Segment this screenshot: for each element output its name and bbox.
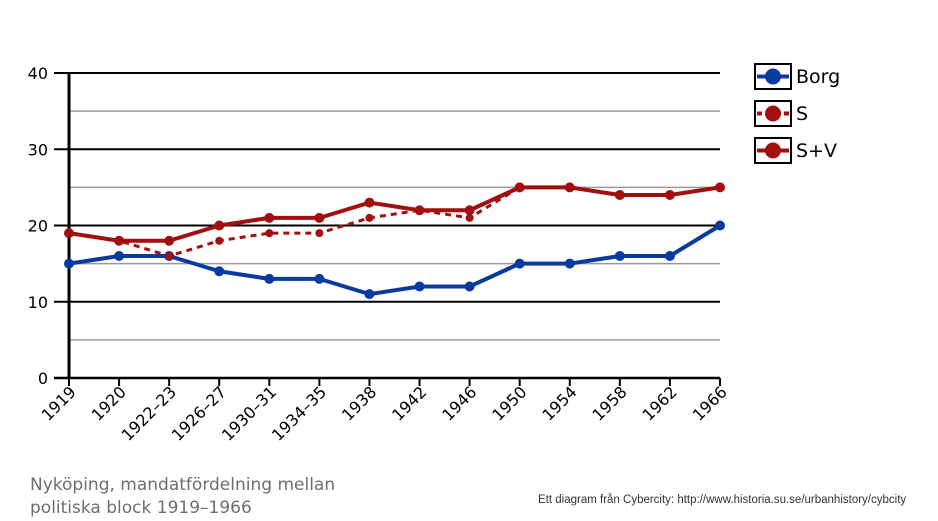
data-point (664, 251, 675, 261)
data-point (414, 281, 425, 292)
data-point (464, 281, 475, 292)
data-point (315, 229, 324, 238)
data-point (614, 251, 625, 261)
x-tick-label: 1958 (588, 382, 630, 424)
data-point (715, 220, 725, 231)
data-point (264, 212, 275, 223)
series-line (68, 223, 722, 297)
data-point (514, 182, 525, 193)
data-point (664, 190, 675, 200)
y-tick-label: 30 (28, 140, 48, 159)
legend-item: Borg (754, 63, 840, 90)
legend-swatch-marker (765, 105, 781, 122)
x-tick-label: 1966 (689, 382, 731, 424)
data-point (214, 266, 225, 277)
x-tick-label: 1954 (538, 382, 580, 424)
x-tick-label: 1934–35 (268, 382, 330, 444)
series-line (68, 185, 721, 243)
data-point (364, 289, 375, 300)
legend-swatch-marker (765, 68, 781, 85)
data-point (414, 205, 425, 216)
y-tick-label: 10 (28, 293, 48, 312)
legend-label: S+V (796, 140, 837, 162)
series-layer (64, 182, 725, 300)
data-point (614, 190, 625, 200)
legend-label: S (796, 103, 808, 125)
data-point (214, 220, 225, 231)
data-point (114, 251, 125, 261)
data-point (464, 205, 475, 216)
data-point (314, 273, 325, 284)
x-tick-label: 1962 (639, 382, 681, 424)
data-point (164, 235, 175, 246)
legend-label: Borg (796, 66, 840, 88)
data-point (514, 258, 525, 269)
legend-swatch-marker (765, 142, 781, 159)
data-point (564, 258, 575, 269)
caption-line-2: politiska block 1919–1966 (30, 498, 252, 518)
data-point (265, 229, 274, 238)
data-point (715, 182, 725, 193)
x-tick-label: 1942 (388, 382, 430, 424)
data-point (64, 228, 74, 239)
x-tick-label: 1938 (338, 382, 380, 424)
x-tick-label: 1919 (38, 382, 80, 424)
data-point (364, 197, 375, 208)
axes (54, 72, 720, 380)
chart-caption: Nyköping, mandatfördelning mellan politi… (30, 474, 390, 520)
data-point (314, 212, 325, 223)
series-s-v (64, 182, 725, 246)
y-tick-label: 20 (28, 217, 48, 236)
x-tick-label: 1950 (488, 382, 530, 424)
x-tick-label: 1946 (438, 382, 480, 424)
data-point (64, 258, 74, 269)
source-credit: Ett diagram från Cybercity: http://www.h… (538, 494, 907, 506)
data-point (465, 213, 474, 222)
grid-lines (54, 72, 720, 341)
data-point (165, 252, 174, 260)
caption-line-1: Nyköping, mandatfördelning mellan (30, 475, 336, 495)
data-point (365, 213, 374, 222)
legend-item: S (754, 100, 808, 127)
y-tick-label: 40 (28, 64, 48, 83)
series-line (68, 185, 721, 258)
legend-item: S+V (754, 137, 837, 164)
data-point (215, 236, 224, 245)
series-borg (64, 220, 725, 300)
y-tick-label: 0 (38, 369, 48, 388)
data-point (264, 273, 275, 284)
legend: Borg S S+V (754, 63, 840, 164)
x-tick-label: 1920 (88, 382, 130, 424)
data-point (564, 182, 575, 193)
y-axis-ticks: 0 10 20 30 40 (28, 64, 48, 388)
data-point (114, 235, 125, 246)
